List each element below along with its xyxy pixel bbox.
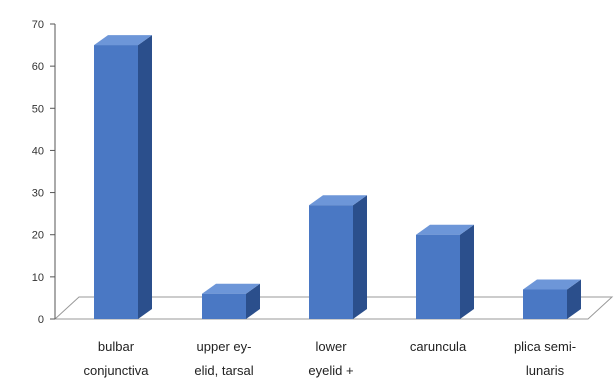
x-category-label-line: bulbar — [98, 339, 135, 354]
x-category-label: upper ey-elid, tarsal — [194, 339, 253, 378]
bar-front — [202, 293, 246, 319]
x-category-label: bulbar conjunctiva — [83, 339, 149, 378]
x-category-label-line: lunaris — [526, 363, 565, 378]
bar — [309, 195, 367, 319]
y-axis: 0 10 20 30 40 50 60 70 — [32, 19, 56, 326]
chart-floor — [53, 296, 614, 320]
x-category-label-line: eyelid + — [308, 363, 353, 378]
bar-side — [138, 35, 152, 319]
bar-side — [246, 283, 260, 319]
y-tick-label: 20 — [32, 230, 44, 242]
bar-side — [353, 195, 367, 319]
y-tick-label: 60 — [32, 61, 44, 73]
x-category-label-line: lower — [315, 339, 347, 354]
bars — [94, 35, 581, 319]
bar — [94, 35, 152, 319]
bar — [202, 283, 260, 319]
bar-side — [567, 279, 581, 319]
x-category-label: plica semi-lunaris — [514, 339, 576, 378]
y-tick-label: 40 — [32, 145, 44, 157]
bar-front — [94, 45, 138, 319]
bar-top — [94, 35, 152, 46]
y-tick-label: 0 — [38, 314, 44, 326]
bar — [523, 279, 581, 319]
bar-top — [309, 195, 367, 206]
floor-outline — [53, 296, 614, 320]
x-category-label-line: plica semi- — [514, 339, 576, 354]
x-category-label-line: caruncula — [410, 339, 467, 354]
bar-front — [416, 234, 460, 319]
y-tick-label: 50 — [32, 103, 44, 115]
y-tick-label: 70 — [32, 19, 44, 31]
x-category-label: caruncula — [410, 339, 467, 354]
bar-front — [309, 205, 353, 319]
x-category-label-line: elid, tarsal — [194, 363, 253, 378]
x-category-label: lower eyelid + — [308, 339, 353, 378]
bar-top — [523, 279, 581, 290]
bar-top — [416, 224, 474, 235]
x-axis-labels: bulbar conjunctiva upper ey-elid, tarsal lo… — [83, 339, 576, 378]
y-tick-label: 10 — [32, 272, 44, 284]
x-category-label-line: conjunctiva — [83, 363, 149, 378]
bar-top — [202, 283, 260, 294]
y-tick-label: 30 — [32, 188, 44, 200]
bar — [416, 224, 474, 319]
bar-front — [523, 289, 567, 319]
bar-side — [460, 224, 474, 319]
x-category-label-line: upper ey- — [197, 339, 252, 354]
